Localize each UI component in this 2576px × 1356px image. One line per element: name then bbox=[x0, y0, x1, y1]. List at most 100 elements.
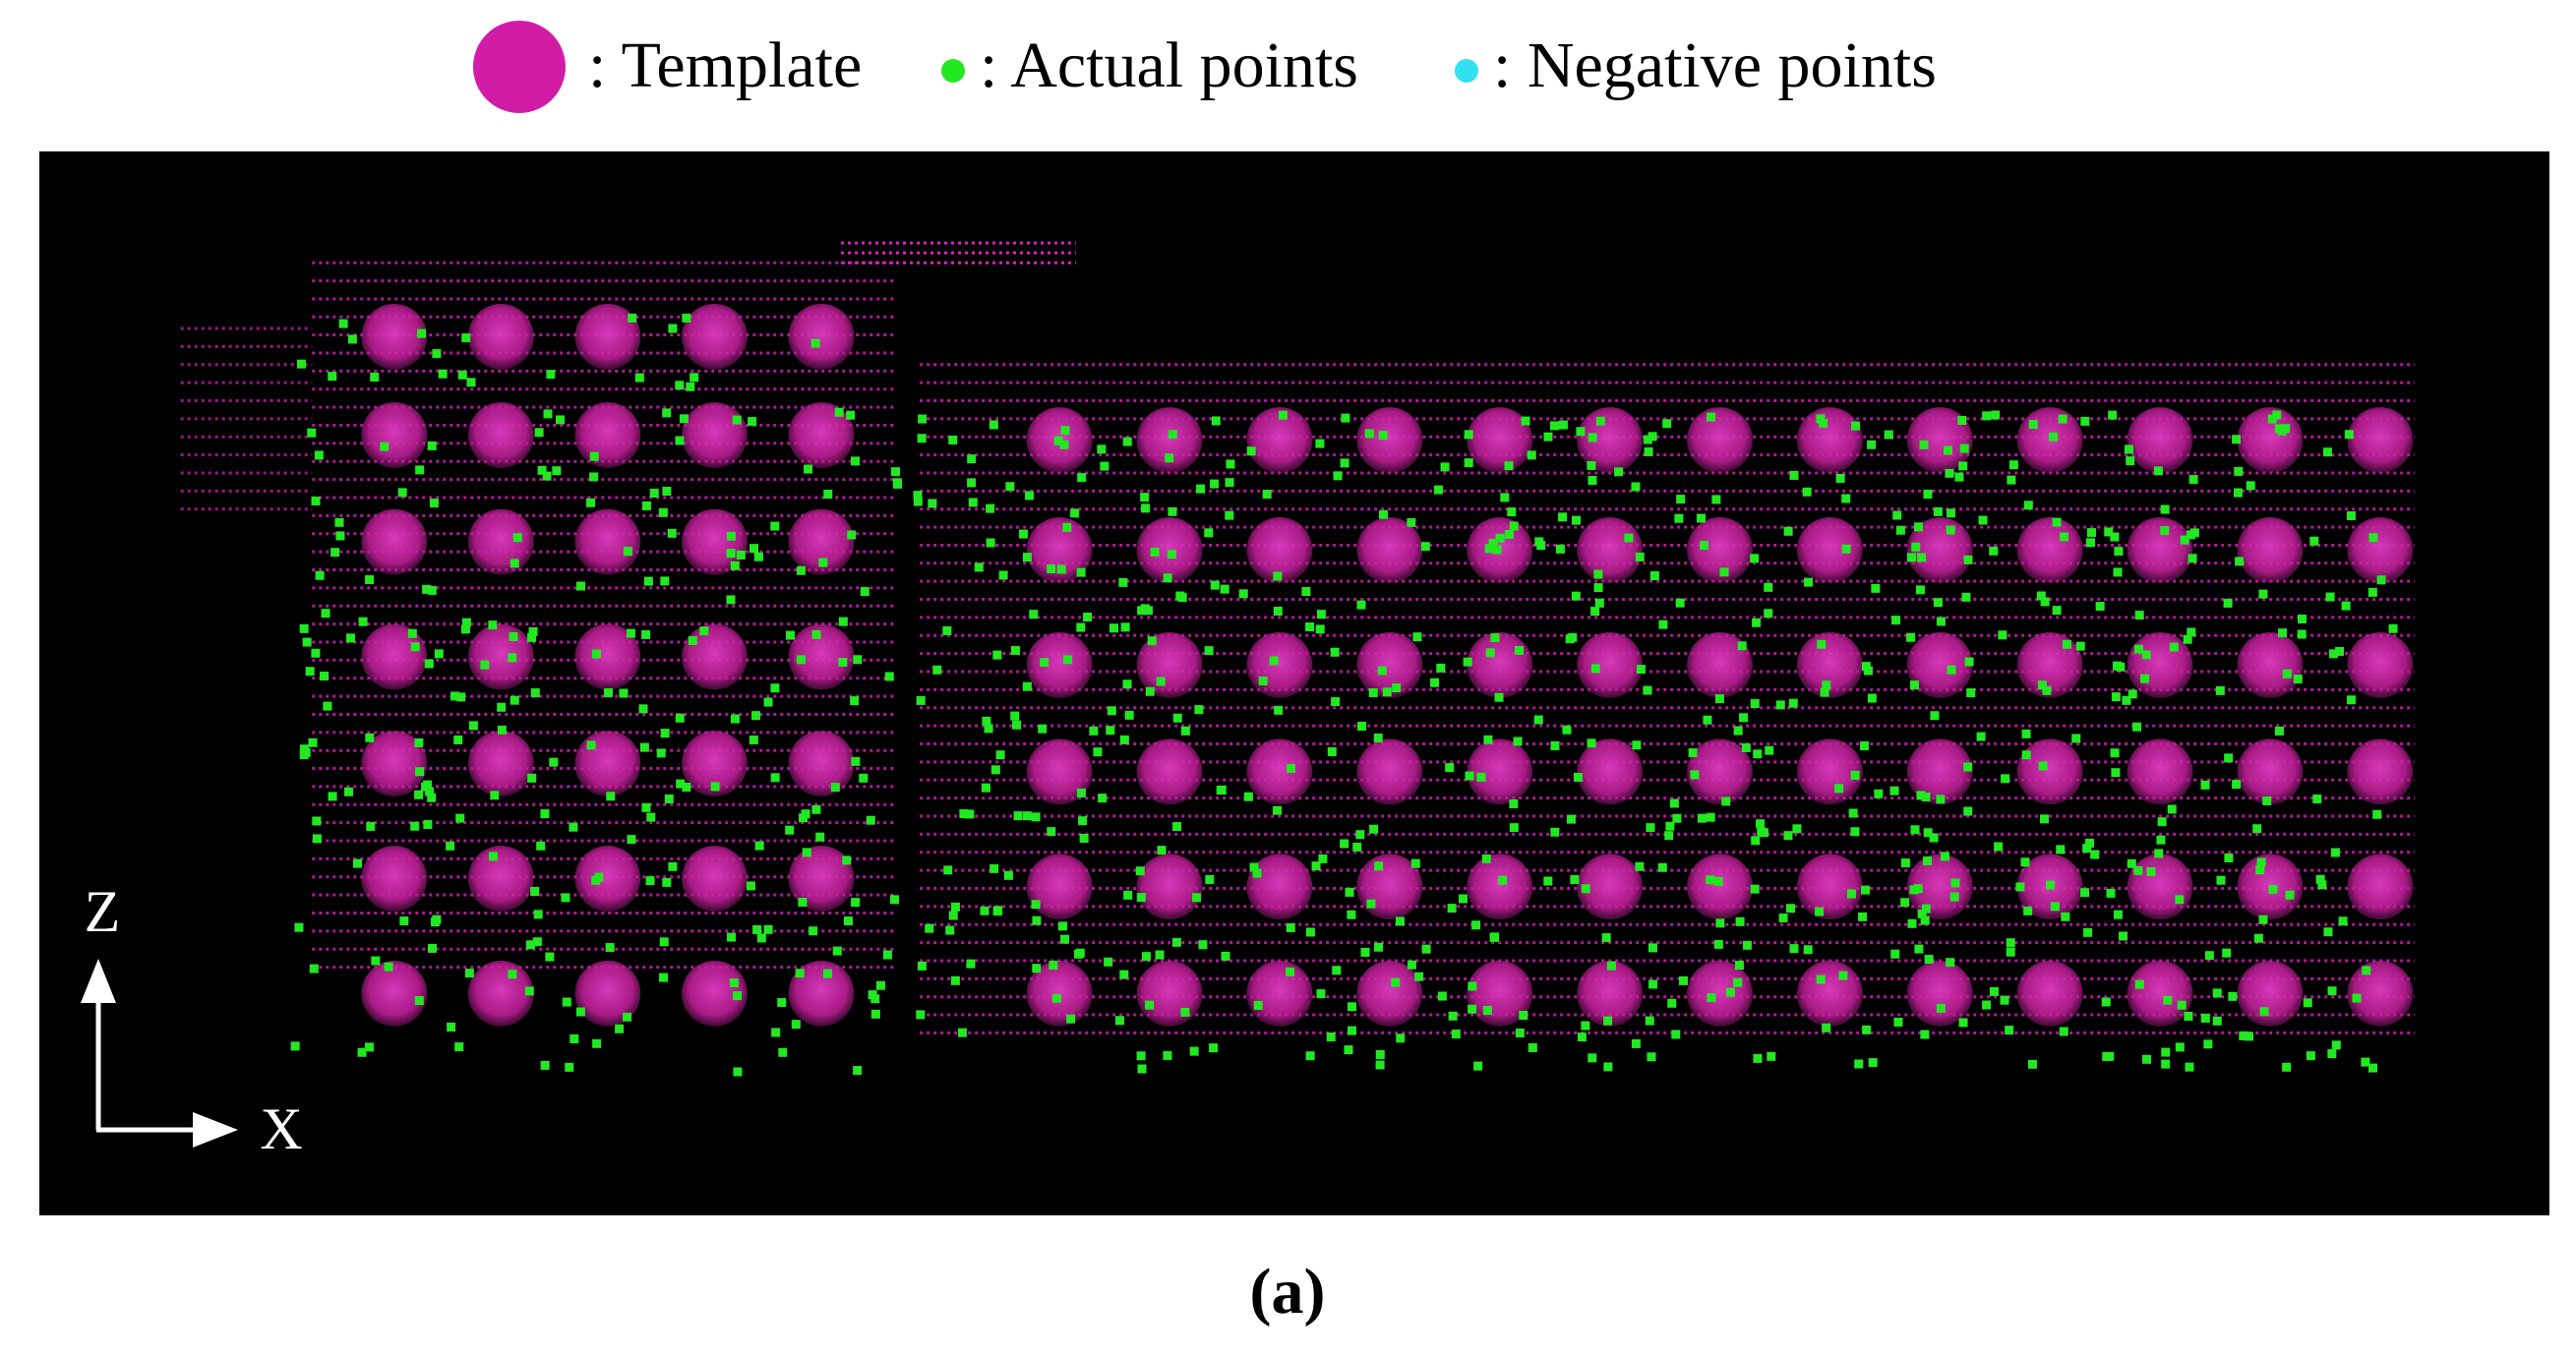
actual-point bbox=[1895, 525, 1905, 535]
actual-point bbox=[1038, 724, 1048, 734]
actual-point bbox=[843, 915, 853, 925]
actual-point bbox=[1647, 943, 1657, 953]
actual-point bbox=[1783, 831, 1793, 841]
actual-point bbox=[1318, 854, 1328, 863]
actual-point bbox=[751, 711, 761, 721]
template-sphere bbox=[1246, 517, 1313, 583]
template-sphere bbox=[1906, 631, 1973, 698]
actual-point bbox=[1624, 533, 1634, 543]
actual-point bbox=[1850, 770, 1860, 780]
template-sphere bbox=[2347, 407, 2414, 473]
actual-point bbox=[1764, 609, 1773, 619]
actual-point bbox=[992, 650, 1002, 660]
actual-point bbox=[1053, 436, 1063, 445]
actual-point bbox=[527, 773, 537, 783]
template-sphere bbox=[361, 303, 428, 370]
actual-point bbox=[1147, 636, 1157, 646]
actual-point bbox=[1018, 529, 1028, 539]
actual-point bbox=[1492, 545, 1502, 555]
actual-point bbox=[1706, 875, 1715, 885]
actual-point bbox=[1820, 687, 1829, 697]
actual-point bbox=[434, 649, 444, 659]
actual-point bbox=[2111, 692, 2121, 702]
actual-point bbox=[2259, 1007, 2269, 1017]
actual-point bbox=[1963, 806, 1973, 816]
actual-point bbox=[370, 372, 380, 382]
actual-point bbox=[2232, 780, 2242, 790]
actual-point bbox=[811, 629, 821, 639]
actual-point bbox=[634, 373, 644, 383]
actual-point bbox=[870, 1009, 880, 1019]
actual-point bbox=[2038, 761, 2048, 771]
template-sphere bbox=[1577, 854, 1643, 920]
actual-point bbox=[1141, 952, 1151, 962]
actual-point bbox=[2039, 814, 2049, 824]
actual-point bbox=[1913, 884, 1923, 894]
actual-point bbox=[543, 409, 553, 419]
actual-point bbox=[1700, 541, 1709, 551]
actual-point bbox=[1636, 665, 1646, 675]
actual-point bbox=[509, 631, 518, 641]
actual-point bbox=[726, 595, 736, 605]
actual-point bbox=[1991, 410, 2001, 420]
actual-point bbox=[2036, 591, 2046, 601]
actual-point bbox=[1914, 944, 1924, 954]
actual-point bbox=[1558, 512, 1568, 522]
actual-point bbox=[860, 587, 869, 597]
actual-point bbox=[1374, 861, 1384, 871]
actual-point bbox=[421, 782, 431, 792]
actual-point bbox=[1764, 582, 1773, 592]
actual-point bbox=[796, 565, 806, 575]
actual-point bbox=[2258, 589, 2268, 599]
actual-point bbox=[307, 428, 317, 438]
actual-point bbox=[2327, 1049, 2337, 1059]
actual-point bbox=[656, 748, 666, 758]
actual-point bbox=[2005, 1026, 2014, 1035]
actual-point bbox=[2239, 1031, 2248, 1040]
actual-point bbox=[299, 750, 309, 760]
actual-point bbox=[1421, 944, 1431, 954]
actual-point bbox=[1375, 1049, 1385, 1059]
template-sphere bbox=[1356, 960, 1423, 1027]
actual-point bbox=[1917, 909, 1927, 918]
actual-point bbox=[1364, 429, 1374, 439]
actual-point bbox=[1603, 1016, 1613, 1026]
actual-point bbox=[668, 861, 678, 871]
actual-point bbox=[916, 695, 926, 705]
actual-point bbox=[1157, 846, 1167, 855]
actual-point bbox=[1752, 618, 1762, 627]
actual-point bbox=[415, 767, 425, 777]
actual-point bbox=[1635, 861, 1645, 871]
template-sphere bbox=[467, 402, 534, 468]
actual-point bbox=[2141, 650, 2151, 660]
actual-point bbox=[2113, 661, 2123, 671]
actual-point bbox=[1733, 977, 1743, 987]
actual-point bbox=[347, 334, 357, 344]
actual-point bbox=[1490, 633, 1500, 643]
actual-point bbox=[2001, 774, 2010, 784]
actual-point bbox=[1753, 1053, 1763, 1063]
actual-point bbox=[1595, 416, 1605, 426]
actual-point bbox=[1249, 862, 1259, 872]
actual-point bbox=[1225, 510, 1234, 520]
actual-point bbox=[1192, 893, 1202, 903]
actual-point bbox=[591, 875, 601, 885]
actual-point bbox=[847, 530, 857, 540]
actual-point bbox=[1107, 706, 1116, 716]
actual-point bbox=[1211, 416, 1221, 426]
actual-point bbox=[2023, 906, 2033, 915]
actual-point bbox=[2245, 1032, 2254, 1041]
actual-point bbox=[509, 695, 519, 705]
actual-point bbox=[667, 528, 677, 538]
template-sphere bbox=[788, 960, 855, 1027]
template-sphere bbox=[682, 960, 748, 1027]
actual-point bbox=[1719, 567, 1729, 577]
actual-point bbox=[754, 841, 764, 851]
actual-point bbox=[1792, 824, 1802, 834]
actual-point bbox=[1671, 1030, 1681, 1039]
actual-point bbox=[689, 373, 699, 383]
actual-point bbox=[1440, 462, 1450, 472]
actual-point bbox=[998, 570, 1008, 580]
actual-point bbox=[770, 773, 780, 783]
actual-point bbox=[1013, 811, 1023, 821]
